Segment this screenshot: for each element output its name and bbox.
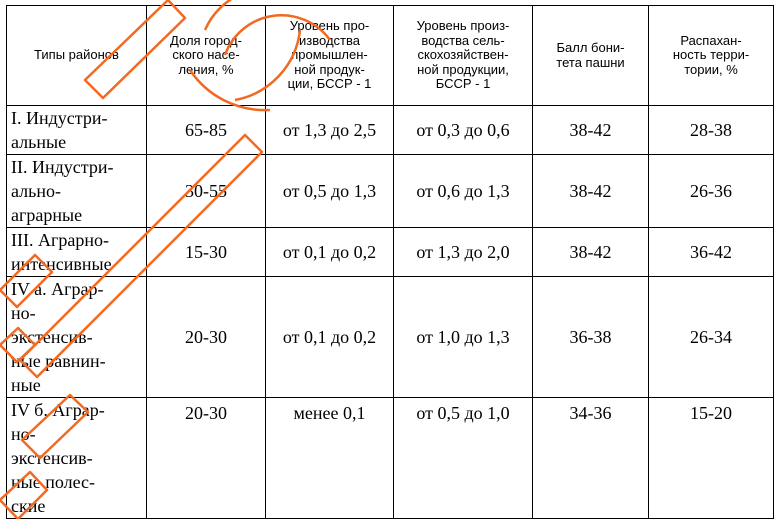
industry-cell: от 0,1 до 0,2 [265,276,394,398]
header-soil-score: Балл бони- тета пашни [532,5,649,106]
industry-cell: от 0,1 до 0,2 [265,227,394,277]
urban-cell: 15-30 [146,227,266,277]
industry-cell: от 1,3 до 2,5 [265,105,394,155]
soil-cell: 38-42 [532,105,649,155]
header-district-type: Типы районов [6,5,147,106]
urban-cell: 20-30 [146,276,266,398]
district-type-cell: III. Аграрно- интенсивные [6,227,147,277]
district-type-cell: IV а. Аграр- но- экстенсив- ные равнин- … [6,276,147,398]
header-agri-level: Уровень произ- водства сель- скохозяйств… [393,5,533,106]
urban-cell: 65-85 [146,105,266,155]
table-row: IV б. Аграр- но- экстенсив- ные полес- с… [6,397,774,519]
district-type-cell: II. Индустри- ально- аграрные [6,154,147,228]
plowed-cell: 36-42 [648,227,774,277]
agri-cell: от 0,5 до 1,0 [393,397,533,519]
soil-cell: 36-38 [532,276,649,398]
header-plowed-share: Распахан- ность терри- тории, % [648,5,774,106]
industry-cell: менее 0,1 [265,397,394,519]
plowed-cell: 26-36 [648,154,774,228]
district-type-cell: I. Индустри- альные [6,105,147,155]
plowed-cell: 28-38 [648,105,774,155]
agri-cell: от 0,6 до 1,3 [393,154,533,228]
soil-cell: 34-36 [532,397,649,519]
header-urban-share: Доля город- ского насе- ления, % [146,5,266,106]
agri-cell: от 1,3 до 2,0 [393,227,533,277]
table-row: IV а. Аграр- но- экстенсив- ные равнин- … [6,276,774,398]
table-row: I. Индустри- альные 65-85 от 1,3 до 2,5 … [6,105,774,155]
plowed-cell: 26-34 [648,276,774,398]
district-type-cell: IV б. Аграр- но- экстенсив- ные полес- с… [6,397,147,519]
industry-cell: от 0,5 до 1,3 [265,154,394,228]
table-row: III. Аграрно- интенсивные 15-30 от 0,1 д… [6,227,774,277]
header-industry-level: Уровень про- изводства промышлен- ной пр… [265,5,394,106]
urban-cell: 30-55 [146,154,266,228]
soil-cell: 38-42 [532,154,649,228]
soil-cell: 38-42 [532,227,649,277]
agri-cell: от 1,0 до 1,3 [393,276,533,398]
header-row: Типы районов Доля город- ского насе- лен… [6,5,774,106]
districts-table: Типы районов Доля город- ского насе- лен… [6,5,774,519]
table-row: II. Индустри- ально- аграрные 30-55 от 0… [6,154,774,228]
agri-cell: от 0,3 до 0,6 [393,105,533,155]
urban-cell: 20-30 [146,397,266,519]
plowed-cell: 15-20 [648,397,774,519]
